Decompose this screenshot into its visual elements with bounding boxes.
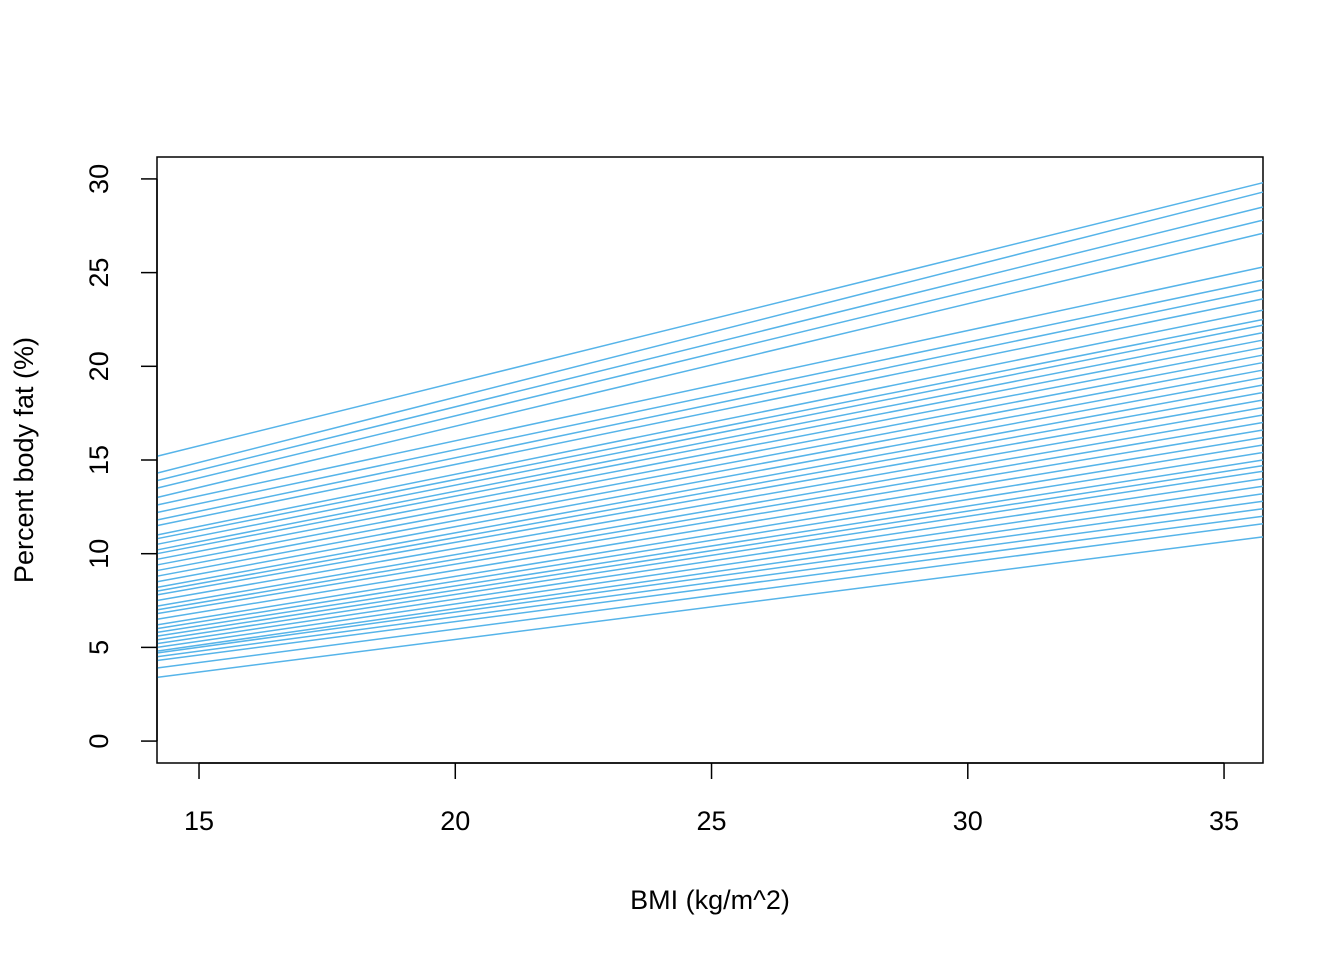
y-axis-label: Percent body fat (%) (9, 337, 39, 583)
data-line (156, 219, 1264, 489)
x-tick-label: 15 (184, 806, 214, 836)
data-line (156, 444, 1264, 626)
y-tick-label: 10 (84, 539, 114, 569)
data-line (156, 421, 1264, 611)
x-tick-label: 20 (440, 806, 470, 836)
x-axis-label: BMI (kg/m^2) (630, 885, 790, 915)
data-line (156, 507, 1264, 658)
x-tick-label: 35 (1209, 806, 1239, 836)
y-tick-label: 25 (84, 258, 114, 288)
data-line (156, 436, 1264, 621)
data-line (156, 451, 1264, 630)
data-line (156, 536, 1264, 679)
data-line (156, 279, 1264, 514)
data-line (156, 522, 1264, 669)
data-line (156, 470, 1264, 641)
data-line (156, 191, 1264, 474)
data-line (156, 339, 1264, 555)
x-tick-label: 30 (953, 806, 983, 836)
data-line (156, 206, 1264, 482)
data-line (156, 318, 1264, 540)
y-tick-label: 30 (84, 164, 114, 194)
y-tick-label: 0 (84, 734, 114, 749)
data-line (156, 406, 1264, 602)
data-line (156, 399, 1264, 596)
data-line (156, 384, 1264, 589)
data-line (156, 181, 1264, 457)
y-tick-label: 5 (84, 640, 114, 655)
data-line (156, 391, 1264, 592)
data-line (156, 298, 1264, 527)
data-line (156, 492, 1264, 652)
data-line (156, 369, 1264, 577)
y-tick-label: 15 (84, 445, 114, 475)
data-line (156, 429, 1264, 615)
y-tick-label: 20 (84, 351, 114, 381)
data-line (156, 309, 1264, 536)
data-line (156, 324, 1264, 546)
x-tick-label: 25 (697, 806, 727, 836)
data-line (156, 361, 1264, 572)
data-line (156, 500, 1264, 654)
data-line (156, 376, 1264, 583)
data-line (156, 459, 1264, 634)
data-line (156, 414, 1264, 607)
data-line (156, 354, 1264, 566)
data-line (156, 464, 1264, 637)
data-line (156, 346, 1264, 561)
data-line (156, 232, 1264, 499)
data-line (156, 288, 1264, 521)
data-line (156, 331, 1264, 551)
data-line (156, 477, 1264, 645)
data-line (156, 515, 1264, 662)
data-line (156, 266, 1264, 506)
data-line (156, 485, 1264, 649)
